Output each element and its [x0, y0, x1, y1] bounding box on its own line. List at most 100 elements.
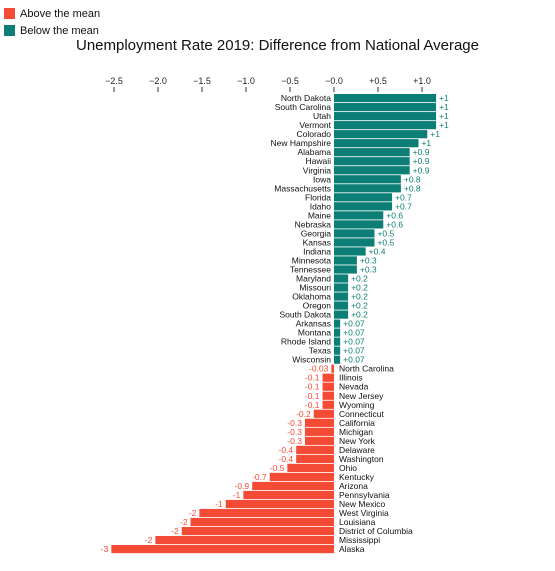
- value-label: -0.1: [305, 373, 320, 383]
- bar: [334, 157, 410, 166]
- state-label: Virginia: [303, 165, 331, 175]
- state-label: Montana: [298, 328, 331, 338]
- bar: [334, 355, 341, 364]
- state-label: Maine: [308, 210, 331, 220]
- state-label: Indiana: [303, 246, 331, 256]
- state-label: Oregon: [303, 301, 332, 311]
- bar: [334, 121, 437, 130]
- state-label: Oklahoma: [292, 292, 331, 302]
- value-label: +0.9: [413, 165, 430, 175]
- value-label: -0.03: [309, 364, 329, 374]
- state-label: Ohio: [339, 463, 357, 473]
- bar: [296, 454, 334, 463]
- value-label: -0.3: [287, 427, 302, 437]
- bar: [304, 436, 334, 445]
- state-label: Illinois: [339, 373, 363, 383]
- state-label: Minnesota: [292, 255, 331, 265]
- state-label: Kansas: [303, 237, 331, 247]
- state-label: Rhode Island: [281, 337, 331, 347]
- value-label: -0.1: [305, 400, 320, 410]
- value-label: +0.3: [360, 255, 377, 265]
- bar: [322, 400, 334, 409]
- x-tick-label: −1.0: [237, 76, 255, 86]
- value-label: -3: [101, 544, 109, 554]
- state-label: Vermont: [299, 120, 331, 130]
- bar: [322, 373, 334, 382]
- value-label: -0.7: [252, 472, 267, 482]
- x-tick-label: −0.0: [325, 76, 343, 86]
- value-label: +0.07: [343, 328, 365, 338]
- bar: [334, 337, 341, 346]
- bar: [334, 184, 401, 193]
- legend: Above the mean Below the mean: [4, 6, 100, 40]
- state-label: New Jersey: [339, 391, 384, 401]
- value-label: +0.9: [413, 156, 430, 166]
- bar: [334, 238, 375, 247]
- x-tick-label: −2.0: [149, 76, 167, 86]
- state-label: Washington: [339, 454, 384, 464]
- legend-item-above: Above the mean: [4, 6, 100, 21]
- x-tick-label: −2.5: [105, 76, 123, 86]
- bar: [304, 418, 334, 427]
- bar: [304, 427, 334, 436]
- value-label: -0.9: [235, 481, 250, 491]
- state-label: South Carolina: [275, 102, 332, 112]
- bar: [334, 175, 401, 184]
- value-label: +0.7: [395, 201, 412, 211]
- state-label: Colorado: [297, 129, 332, 139]
- bar: [334, 139, 419, 148]
- bar: [334, 274, 349, 283]
- bar: [334, 256, 357, 265]
- value-label: +0.8: [404, 174, 421, 184]
- x-tick-label: −1.5: [193, 76, 211, 86]
- state-label: District of Columbia: [339, 526, 413, 536]
- bar: [199, 508, 334, 518]
- x-tick-label: +1.0: [413, 76, 431, 86]
- x-axis: −2.5 −2.0 −1.5 −1.0 −0.5 −0.0 +0.5 +1.0: [105, 76, 431, 92]
- value-label: -0.3: [287, 418, 302, 428]
- value-label: -0.4: [279, 454, 294, 464]
- value-label: +0.07: [343, 355, 365, 365]
- bar: [334, 292, 349, 301]
- value-label: +0.6: [386, 219, 403, 229]
- bar: [287, 463, 334, 473]
- state-label: California: [339, 418, 375, 428]
- value-label: -0.2: [296, 409, 311, 419]
- value-label: +1: [421, 138, 431, 148]
- bar: [181, 526, 334, 536]
- legend-label-below: Below the mean: [20, 24, 99, 37]
- bar: [334, 103, 437, 112]
- bar: [243, 490, 334, 500]
- state-label: Idaho: [310, 201, 332, 211]
- value-label: +0.5: [377, 237, 394, 247]
- value-label: +0.07: [343, 346, 365, 356]
- bar: [155, 535, 334, 545]
- value-label: +0.9: [413, 147, 430, 157]
- state-label: Texas: [309, 346, 331, 356]
- state-label: West Virginia: [339, 508, 389, 518]
- bar: [334, 166, 410, 175]
- value-label: +0.4: [369, 246, 386, 256]
- state-label: Arizona: [339, 481, 368, 491]
- value-label: -2: [180, 517, 188, 527]
- state-label: Missouri: [299, 283, 331, 293]
- value-label: +0.8: [404, 183, 421, 193]
- bar: [334, 247, 366, 256]
- bar: [296, 445, 334, 454]
- bar: [334, 301, 349, 310]
- bar: [313, 409, 334, 418]
- bar: [334, 193, 393, 202]
- value-label: -2: [145, 535, 153, 545]
- value-label: -2: [189, 508, 197, 518]
- bar: [322, 391, 334, 400]
- state-label: Wyoming: [339, 400, 375, 410]
- bar: [334, 310, 349, 319]
- bar: [334, 202, 393, 211]
- value-label: -0.3: [287, 436, 302, 446]
- state-label: Massachusetts: [274, 183, 331, 193]
- bar: [334, 346, 341, 355]
- value-label: +1: [439, 93, 449, 103]
- state-label: Georgia: [301, 228, 332, 238]
- state-label: Hawaii: [305, 156, 331, 166]
- value-label: +1: [439, 120, 449, 130]
